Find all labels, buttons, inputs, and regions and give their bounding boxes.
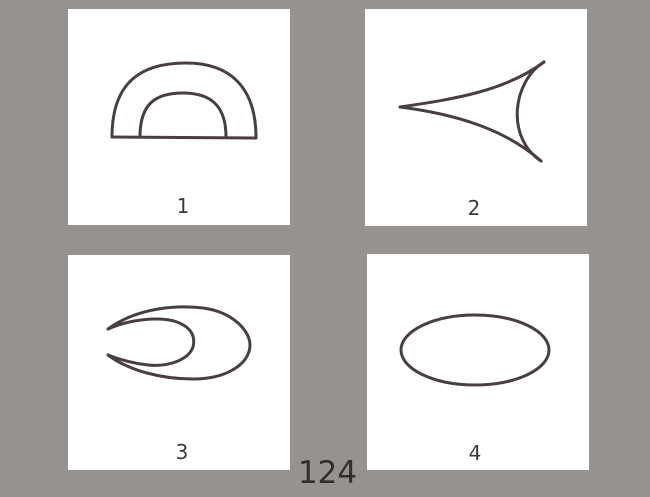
figure-card-3: 3 — [68, 255, 290, 470]
figure-card-1: 1 — [68, 9, 290, 225]
figure-label-1: 1 — [72, 195, 294, 217]
curved-arrowhead-shape — [365, 9, 587, 225]
figure-card-4: 4 — [367, 254, 589, 470]
double-arch-shape — [68, 9, 290, 225]
page-number: 124 — [290, 453, 365, 493]
figure-card-2: 2 — [365, 9, 587, 226]
figure-label-4: 4 — [364, 442, 586, 464]
figure-label-2: 2 — [363, 197, 585, 219]
figure-label-3: 3 — [71, 441, 293, 463]
crescent-shape — [68, 255, 290, 471]
oval-shape — [367, 254, 589, 470]
